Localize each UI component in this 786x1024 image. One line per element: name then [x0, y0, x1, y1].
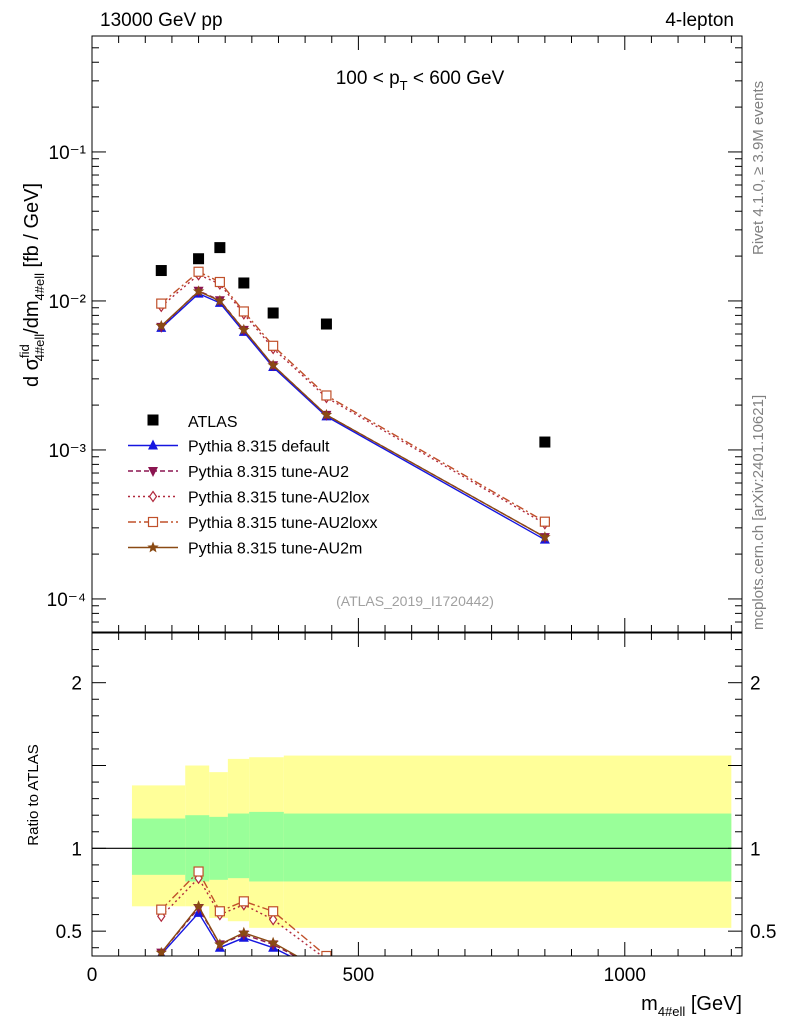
ratio-point-4: [238, 926, 250, 938]
legend-marker-1: [148, 467, 158, 477]
ratio-point-4: [155, 946, 167, 956]
data-point: [155, 265, 167, 277]
series-point-3: [539, 516, 550, 527]
series-point-4: [214, 294, 226, 306]
ratio-point-2: [541, 963, 548, 973]
header-left: 13000 GeV pp: [100, 10, 223, 31]
plot-title: 100 < pT < 600 GeV: [336, 68, 505, 93]
ratio-point-4: [539, 970, 550, 981]
series-line-2: [160, 273, 546, 525]
legend-label-data: ATLAS: [188, 414, 238, 431]
y-tick-label-main: 10⁻⁴: [47, 590, 86, 611]
uncertainty-band-inner: [249, 811, 284, 882]
ratio-point-1: [540, 972, 550, 982]
header-right: 4-lepton: [665, 10, 734, 31]
data-point: [267, 307, 279, 319]
series-point-3: [238, 306, 249, 317]
series-point-4: [267, 359, 279, 371]
legend-marker-4: [147, 541, 159, 553]
series-point-4: [320, 408, 333, 420]
y-tick-label-ratio-right: 1: [750, 839, 761, 860]
y-tick-label-ratio: 0.5: [56, 922, 82, 943]
legend-marker-2: [148, 490, 158, 503]
ratio-point-3: [156, 904, 167, 915]
y-axis-label-ratio: Ratio to ATLAS: [25, 744, 42, 845]
uncertainty-band-inner: [131, 818, 186, 875]
data-point: [539, 436, 551, 448]
ratio-point-2: [268, 913, 278, 926]
rivet-version-label: Rivet 4.1.0, ≥ 3.9M events: [750, 81, 767, 255]
series-point-4: [155, 319, 167, 331]
analysis-watermark: (ATLAS_2019_I1720442): [336, 593, 494, 609]
legend: ATLAS Pythia 8.315 default Pythia 8.315 tu…: [128, 414, 377, 558]
y-tick-label-ratio-right: 2: [750, 674, 761, 695]
ratio-point-3: [540, 961, 549, 970]
legend-label-1: Pythia 8.315 tune-AU2: [188, 464, 349, 481]
data-point: [320, 318, 332, 330]
series-point-3: [156, 298, 167, 309]
y-tick-label-main: 10⁻³: [49, 441, 87, 462]
data-point: [214, 242, 226, 254]
x-tick-label: 500: [343, 965, 375, 986]
series-point-4: [238, 323, 250, 335]
uncertainty-band-inner: [227, 813, 247, 879]
series-point-4: [539, 531, 551, 542]
ratio-point-3: [214, 906, 225, 917]
series-point-4: [192, 285, 205, 297]
main-panel: 10⁻⁴ 10⁻³ 10⁻² 10⁻¹ 100 < pT < 600 GeV (ATL…: [17, 35, 743, 633]
legend-marker-data: [147, 414, 159, 426]
y-tick-label-main: 10⁻²: [49, 292, 87, 313]
series-point-3: [214, 276, 225, 288]
uncertainty-band-inner: [246, 813, 250, 879]
x-tick-label: 0: [87, 965, 98, 986]
ratio-panel: 0 500 1000 0.5 0.5 1 1 2 2 Ratio to ATLAS m4#ell…: [25, 632, 776, 1019]
ratio-point-0: [540, 972, 550, 982]
ratio-point-4: [192, 900, 205, 912]
mcplots-label: mcplots.cern.ch [arXiv:2401.10621]: [750, 395, 767, 630]
y-tick-label-ratio: 1: [71, 839, 82, 860]
y-tick-label-ratio-right: 0.5: [750, 922, 776, 943]
series-point-3: [321, 390, 332, 401]
legend-label-2: Pythia 8.315 tune-AU2lox: [188, 490, 369, 507]
ratio-point-4: [267, 936, 279, 948]
series-point-3: [268, 340, 279, 351]
legend-marker-0: [148, 439, 158, 450]
ratio-point-3: [268, 906, 279, 917]
legend-label-3: Pythia 8.315 tune-AU2loxx: [188, 515, 377, 532]
ratio-frame: [91, 632, 743, 957]
series-point-3: [193, 266, 204, 277]
ratio-point-0: [321, 968, 331, 978]
x-tick-label: 1000: [604, 965, 646, 986]
y-axis-label-main: d σfid4#ell/dm4#ell [fb / GeV]: [17, 183, 47, 387]
series-line-3: [160, 270, 546, 523]
legend-label-0: Pythia 8.315 default: [188, 439, 330, 456]
legend-label-4: Pythia 8.315 tune-AU2m: [188, 541, 362, 558]
ratio-point-4: [214, 938, 226, 950]
y-tick-label-ratio: 2: [71, 674, 82, 695]
ratio-point-3: [238, 896, 249, 907]
ratio-point-4: [321, 967, 332, 978]
data-point: [238, 277, 250, 289]
legend-marker-3: [147, 516, 159, 528]
uncertainty-band-inner: [283, 813, 732, 882]
ratio-point-3: [321, 950, 332, 956]
ratio-point-1: [321, 969, 331, 979]
ratio-point-3: [193, 866, 204, 877]
x-axis-label: m4#ell [GeV]: [641, 993, 742, 1019]
data-point: [193, 253, 205, 265]
y-tick-label-main: 10⁻¹: [49, 143, 87, 164]
